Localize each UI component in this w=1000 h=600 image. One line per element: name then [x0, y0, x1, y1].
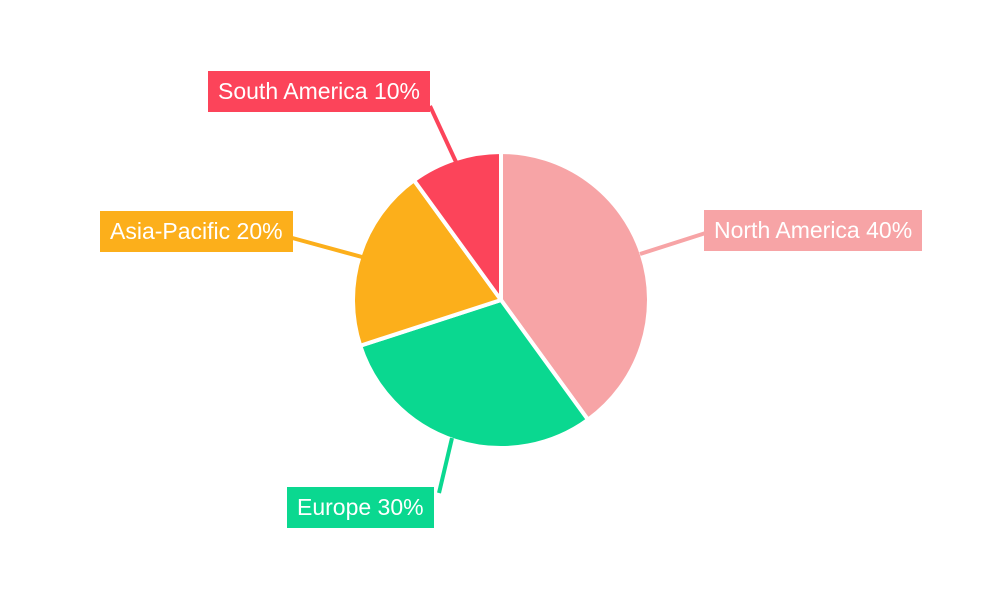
- leader-line-europe: [437, 437, 454, 494]
- leader-line-south-america: [428, 105, 458, 163]
- pie-slice-asia-pacific[interactable]: [351, 178, 503, 348]
- slice-label-europe: Europe 30%: [287, 487, 434, 528]
- leader-line-asia-pacific: [284, 234, 363, 259]
- leader-line-north-america: [639, 228, 716, 256]
- slice-label-north-america: North America 40%: [704, 210, 923, 251]
- slice-label-asia-pacific: Asia-Pacific 20%: [100, 211, 293, 252]
- pie-slice-europe[interactable]: [358, 298, 590, 450]
- slice-label-south-america: South America 10%: [208, 71, 431, 112]
